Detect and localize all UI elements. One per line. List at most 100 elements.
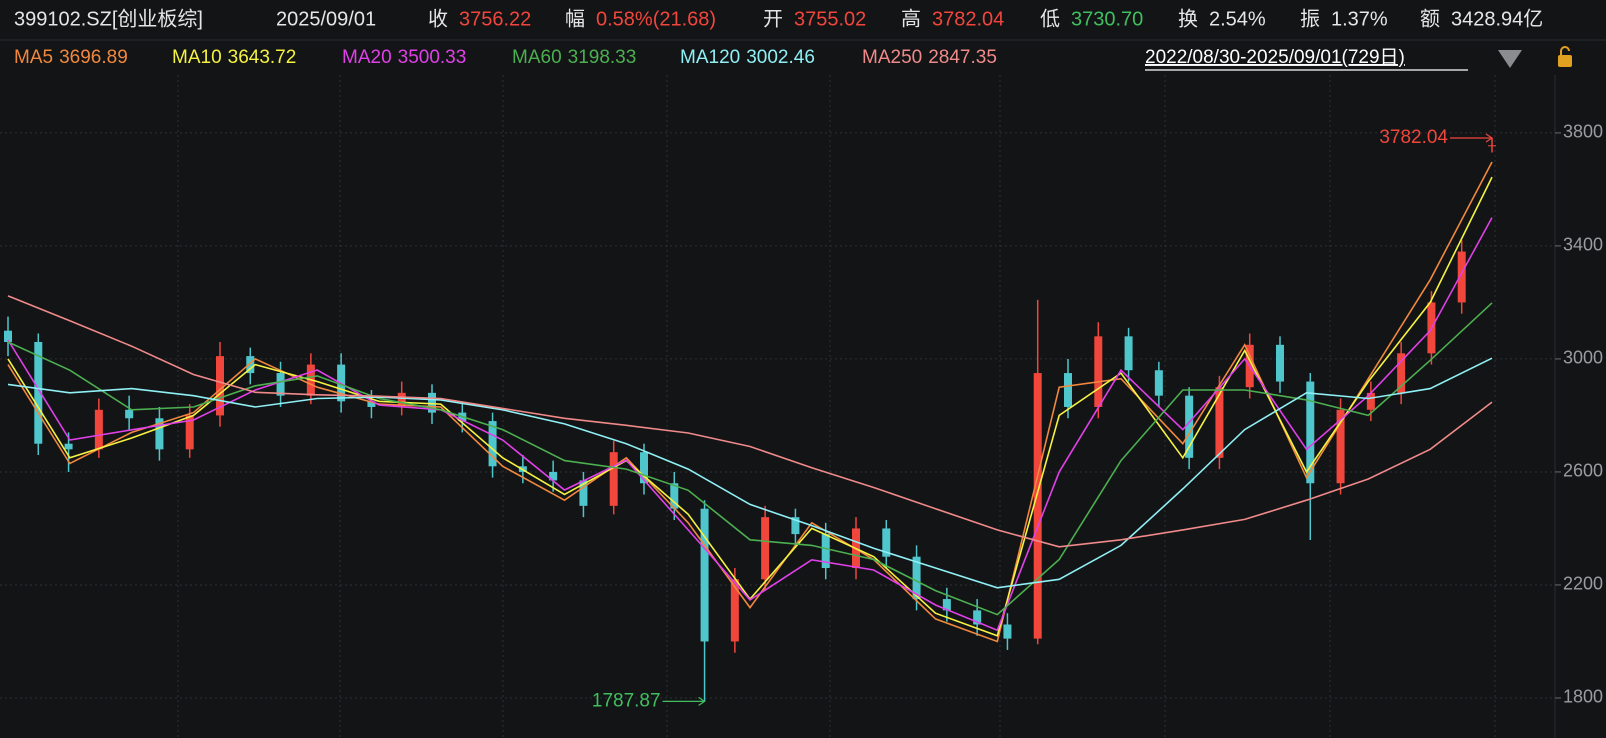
ma-line [7, 357, 1493, 589]
field-label: 收 [428, 7, 448, 30]
field-value: 3755.02 [794, 8, 866, 30]
legend-entry: MA60 3198.33 [512, 47, 636, 68]
ma-line [7, 217, 1493, 632]
candle-body [34, 341, 43, 444]
legend-name: MA10 [172, 47, 222, 68]
legend-name: MA250 [862, 47, 922, 68]
candle-body [1033, 373, 1042, 639]
candle-body [125, 409, 134, 419]
candle-body [973, 610, 982, 625]
dropdown-icon[interactable] [1498, 50, 1522, 68]
y-tick-label: 3400 [1563, 235, 1603, 255]
candle-body [1488, 145, 1496, 147]
legend-value: 3696.89 [59, 47, 128, 68]
field-value: 3756.22 [459, 8, 531, 30]
field-label: 幅 [565, 7, 585, 30]
candle-body [609, 452, 618, 506]
candle-body [791, 517, 800, 535]
legend-name: MA20 [342, 47, 392, 68]
field-label: 换 [1178, 7, 1198, 30]
field-value: 3730.70 [1071, 8, 1143, 30]
candle-body [276, 373, 285, 396]
legend-value: 3500.33 [398, 47, 467, 68]
legend-entry: MA10 3643.72 [172, 47, 296, 68]
ma-line [7, 295, 1493, 548]
candle-body [912, 556, 921, 600]
date-range[interactable]: 2022/08/30-2025/09/01(729日) [1145, 47, 1405, 68]
candle-body [4, 330, 12, 342]
candle-body [1154, 370, 1163, 396]
candle-body [488, 421, 497, 467]
candle-body [821, 534, 830, 569]
candle-body [216, 356, 224, 416]
field-value: 0.58%(21.68) [596, 8, 716, 30]
candle-body [1003, 624, 1012, 639]
y-tick-label: 2600 [1563, 461, 1603, 481]
candle-body [670, 483, 679, 509]
field-label: 低 [1040, 7, 1060, 30]
candle-body [730, 579, 739, 642]
low-marker-label: 1787.87 [592, 690, 661, 711]
legend-value: 3002.46 [746, 47, 815, 68]
field-label: 开 [763, 8, 783, 30]
candle-body [1215, 387, 1224, 458]
high-marker-label: 3782.04 [1379, 127, 1448, 148]
lock-body [1558, 55, 1572, 67]
candle-body [1397, 353, 1406, 393]
candle-body [640, 452, 648, 484]
candle-body [579, 480, 588, 506]
field-value: 2.54% [1209, 8, 1266, 30]
candle-body [428, 392, 436, 413]
legend-entry: MA5 3696.89 [14, 47, 128, 68]
lock-icon[interactable] [1558, 46, 1572, 67]
low-marker-arrowhead [698, 696, 706, 706]
candle-body [94, 409, 103, 450]
candle-body [1094, 336, 1103, 407]
legend-entry: MA250 2847.35 [862, 47, 997, 68]
candle-body [761, 517, 770, 580]
candle-body [1185, 395, 1194, 458]
legend-value: 3643.72 [228, 47, 297, 68]
field-value: 1.37% [1331, 8, 1388, 30]
field-label: 振 [1300, 7, 1320, 30]
y-tick-label: 2200 [1563, 574, 1603, 594]
legend-value: 3198.33 [568, 47, 637, 68]
candle-body [549, 471, 558, 481]
y-tick-label: 3800 [1563, 122, 1603, 142]
candle-body [397, 392, 406, 407]
legend-entry: MA20 3500.33 [342, 47, 466, 68]
candle-body [1306, 381, 1315, 484]
candle-body [882, 528, 891, 557]
candle-body [942, 599, 951, 611]
candle-body [700, 508, 709, 642]
candle-body [1064, 373, 1072, 407]
candle-body [1366, 392, 1375, 410]
legend-entry: MA120 3002.46 [680, 47, 815, 68]
candle-body [1457, 251, 1466, 303]
candle-body [1124, 336, 1133, 371]
index-code: 399102.SZ[创业板综] [14, 7, 203, 30]
field-value: 3782.04 [932, 8, 1004, 30]
lock-shackle [1560, 46, 1570, 55]
candle-body [1276, 344, 1284, 382]
field-label: 高 [901, 7, 921, 30]
field-label: 额 [1420, 7, 1440, 30]
candle-body [155, 418, 164, 450]
legend-name: MA120 [680, 47, 740, 68]
quote-date: 2025/09/01 [276, 8, 376, 30]
candle-body [64, 443, 73, 450]
legend-name: MA60 [512, 47, 562, 68]
high-marker-arrowhead [1485, 133, 1494, 143]
legend-name: MA5 [14, 47, 53, 68]
ma-line [7, 161, 1493, 643]
candle-body [246, 356, 255, 374]
candle-body [1336, 409, 1345, 484]
legend-value: 2847.35 [928, 47, 997, 68]
y-tick-label: 3000 [1563, 348, 1603, 368]
y-tick-label: 1800 [1563, 687, 1603, 707]
field-value: 3428.94亿 [1451, 7, 1543, 30]
ma-line [7, 302, 1493, 616]
candle-body [185, 415, 194, 450]
